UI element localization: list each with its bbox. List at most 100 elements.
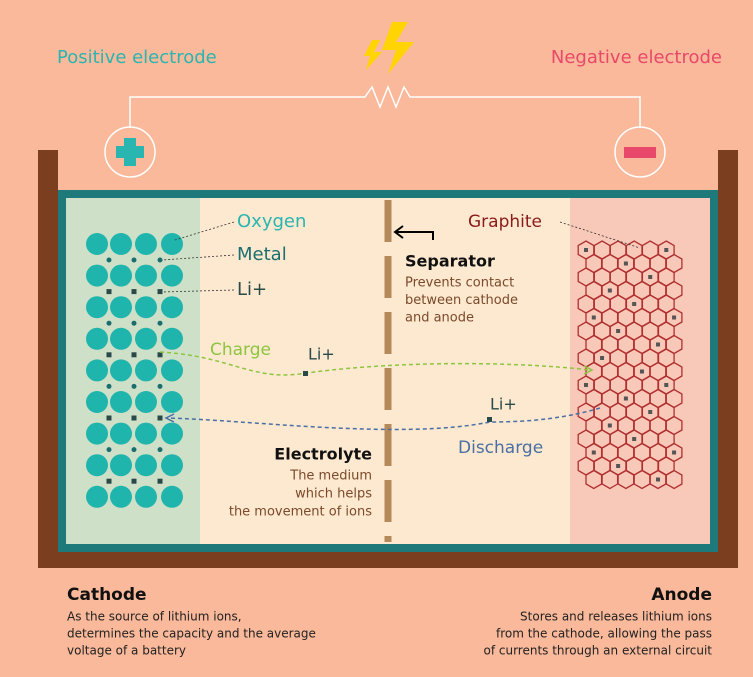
ion — [303, 371, 308, 376]
li-ion — [656, 477, 661, 482]
description-line: the movement of ions — [229, 505, 372, 520]
oxygen-atom — [86, 264, 108, 287]
oxygen-atom — [110, 233, 132, 255]
description-line: voltage of a battery — [67, 644, 186, 658]
discharge-arrow — [166, 407, 601, 431]
metal-atom — [131, 320, 137, 326]
li-ion — [131, 289, 137, 295]
oxygen-atom — [161, 485, 183, 508]
oxygen-atom — [110, 454, 132, 477]
li-ion — [664, 248, 669, 252]
plus-icon — [116, 138, 144, 166]
li-ion — [648, 410, 653, 414]
oxygen-atom — [110, 359, 132, 382]
metal-atom — [106, 383, 112, 389]
minus-icon — [624, 147, 656, 158]
metal-atom — [106, 257, 112, 263]
charge-arrow — [159, 351, 591, 376]
description-line: between cathode — [405, 293, 518, 308]
li-ion — [591, 450, 596, 455]
metal-atom — [157, 383, 163, 389]
li-ion — [616, 464, 621, 468]
description-line: from the cathode, allowing the pass — [496, 627, 712, 641]
li-ion — [157, 478, 163, 484]
lightning-small — [364, 40, 382, 70]
graphite-label: Graphite — [468, 212, 542, 232]
metal-atom — [157, 257, 163, 263]
oxygen-atom — [110, 296, 132, 319]
oxygen-atom — [161, 359, 183, 382]
discharge-label: Discharge — [458, 438, 543, 458]
description-line: As the source of lithium ions, — [67, 610, 242, 624]
li-ion — [106, 289, 112, 295]
metal-atom — [157, 447, 163, 453]
oxygen-atom — [86, 359, 108, 382]
metal-atom — [131, 257, 137, 263]
li-ion — [607, 423, 612, 428]
li-ion — [672, 450, 677, 455]
oxygen-atom — [135, 296, 157, 319]
oxygen-atom — [86, 296, 108, 319]
description-line: The medium — [289, 469, 372, 484]
description-line: Prevents contact — [405, 276, 514, 291]
electrolyte-title: Electrolyte — [274, 445, 372, 464]
li-ion — [616, 329, 621, 333]
hexagon — [665, 469, 683, 490]
oxygen-atom — [161, 422, 183, 445]
li-ion — [639, 369, 644, 374]
cathode-title: Cathode — [67, 585, 147, 605]
li-ion — [632, 437, 637, 441]
oxygen-atom — [135, 391, 157, 413]
li-ion — [584, 248, 588, 252]
li-ion — [106, 478, 112, 484]
cathode-atoms — [86, 233, 183, 508]
li-ion — [584, 383, 588, 387]
description-line: of currents through an external circuit — [483, 644, 712, 658]
oxygen-atom — [161, 296, 183, 319]
oxygen-atom — [86, 391, 108, 413]
charge-arrowhead — [583, 365, 594, 375]
li-ion — [672, 315, 677, 320]
li-ion — [607, 288, 612, 293]
li-ion — [157, 415, 163, 421]
li-ion — [131, 415, 137, 421]
metal-label: Metal — [237, 244, 287, 265]
discharge-arrowhead — [164, 413, 175, 423]
oxygen-atom — [161, 327, 183, 350]
oxygen-atom — [135, 422, 157, 445]
oxygen-atom — [110, 391, 132, 413]
metal-atom — [131, 383, 137, 389]
charge-label: Charge — [210, 340, 271, 360]
ion-label: Li+ — [490, 395, 517, 414]
li-ion — [632, 302, 637, 306]
ion-label: Li+ — [308, 345, 335, 364]
oxygen-atom — [86, 485, 108, 508]
description-line: determines the capacity and the average — [67, 627, 316, 641]
oxygen-atom — [135, 359, 157, 382]
oxygen-atom — [161, 454, 183, 477]
metal-atom — [157, 320, 163, 326]
oxygen-atom — [86, 327, 108, 350]
li-ion — [648, 275, 653, 279]
oxygen-atom — [110, 485, 132, 508]
li-ion — [131, 478, 137, 484]
oxygen-atom — [110, 264, 132, 287]
anode-title: Anode — [651, 585, 712, 605]
li-ion — [623, 396, 628, 401]
positive-terminal — [104, 126, 156, 178]
oxygen-atom — [161, 391, 183, 413]
oxygen-atom — [110, 422, 132, 445]
oxygen-atom — [135, 327, 157, 350]
li-ion — [157, 289, 163, 295]
positive-label: Positive electrode — [57, 47, 217, 68]
metal-atom — [131, 447, 137, 453]
oxygen-atom — [161, 233, 183, 255]
li-ion — [106, 415, 112, 421]
leader-line — [161, 254, 235, 261]
oxygen-atom — [86, 422, 108, 445]
oxygen-atom — [110, 327, 132, 350]
description-line: Stores and releases lithium ions — [520, 610, 712, 624]
separator-arrow — [393, 225, 434, 240]
oxygen-atom — [86, 454, 108, 477]
li-ion — [623, 261, 628, 266]
